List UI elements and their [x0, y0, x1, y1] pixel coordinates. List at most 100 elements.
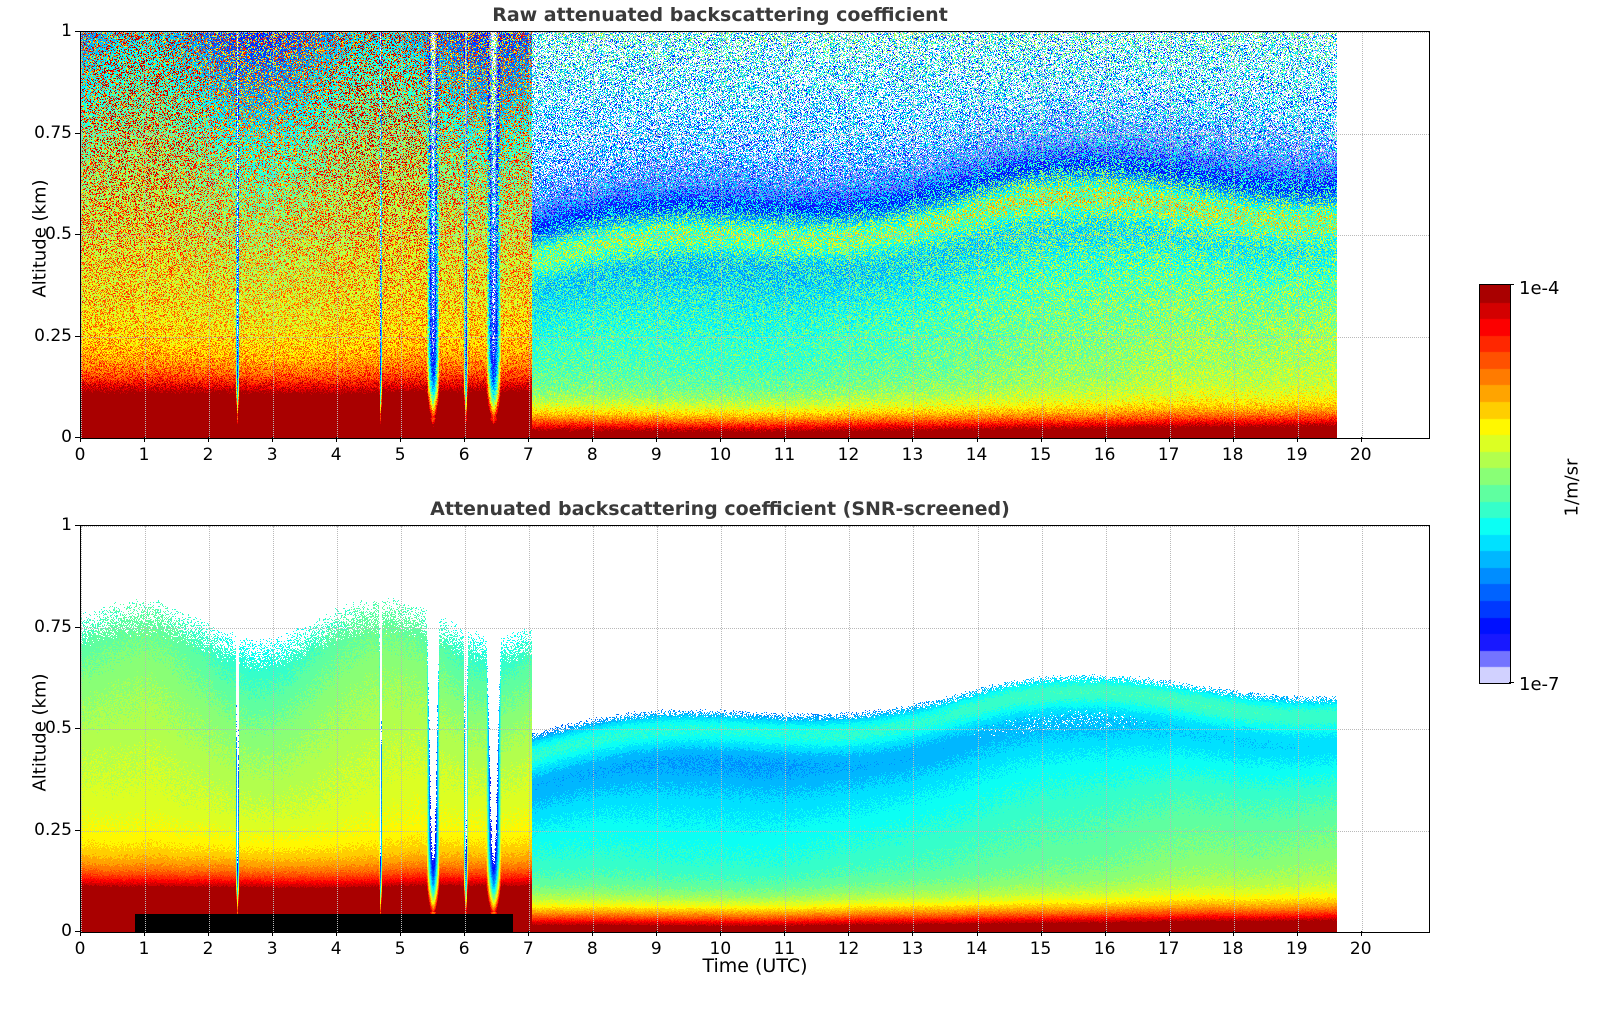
tick-label-x: 5: [394, 445, 406, 465]
tick-label-x: 13: [901, 445, 924, 465]
tick-label-x: 11: [773, 445, 796, 465]
tick-mark-x: [720, 931, 722, 936]
axes-raw[interactable]: [80, 31, 1430, 439]
tick-label-y: 0.25: [34, 819, 72, 840]
tick-mark-x: [720, 437, 722, 442]
tick-mark-x: [976, 437, 978, 442]
panel-screened-backscatter: Attenuated backscattering coefficient (S…: [0, 480, 1440, 1020]
tick-mark-x: [1232, 931, 1234, 936]
tick-mark-x: [1168, 931, 1170, 936]
tick-label-x: 9: [650, 445, 662, 465]
tick-mark-y: [75, 234, 80, 235]
tick-mark-x: [1040, 931, 1042, 936]
tick-label-x: 14: [965, 939, 988, 959]
tick-mark-x: [144, 931, 146, 936]
tick-label-y: 0.75: [34, 122, 72, 143]
tick-label-y: 1: [61, 21, 72, 41]
tick-label-x: 19: [1285, 939, 1308, 959]
tick-label-x: 6: [458, 445, 470, 465]
tick-mark-x: [80, 931, 81, 936]
tick-mark-y: [75, 31, 80, 32]
tick-label-x: 10: [709, 939, 732, 959]
tick-label-x: 0: [74, 445, 86, 465]
tick-mark-x: [208, 931, 210, 936]
axes-screened[interactable]: [80, 525, 1430, 933]
panel-screened-title: Attenuated backscattering coefficient (S…: [430, 498, 1010, 520]
tick-label-y: 0.5: [44, 224, 72, 244]
colorbar-tick-max: [1509, 284, 1514, 285]
tick-label-y: 0.5: [44, 718, 72, 738]
tick-label-y: 0: [61, 427, 72, 447]
tick-mark-y: [75, 335, 80, 337]
tick-mark-x: [848, 931, 850, 936]
tick-label-x: 12: [837, 939, 860, 959]
tick-mark-x: [1104, 437, 1106, 442]
tick-label-x: 16: [1093, 939, 1116, 959]
tick-mark-x: [592, 931, 594, 936]
tick-mark-x: [1232, 437, 1234, 442]
tick-label-x: 8: [586, 445, 598, 465]
tick-mark-x: [848, 437, 850, 442]
tick-label-x: 1: [138, 445, 150, 465]
gridline-horizontal: [81, 932, 1429, 933]
tick-label-x: 18: [1221, 445, 1244, 465]
tick-mark-x: [912, 437, 914, 442]
tick-mark-x: [656, 931, 658, 936]
tick-label-x: 13: [901, 939, 924, 959]
panel-raw-title: Raw attenuated backscattering coefficien…: [492, 4, 948, 26]
tick-mark-x: [80, 437, 81, 442]
tick-label-x: 18: [1221, 939, 1244, 959]
tick-mark-x: [336, 437, 338, 442]
tick-label-x: 11: [773, 939, 796, 959]
tick-mark-x: [1296, 437, 1298, 442]
tick-label-x: 7: [522, 939, 534, 959]
tick-mark-x: [784, 931, 786, 936]
tick-mark-y: [75, 525, 80, 526]
tick-mark-x: [464, 931, 466, 936]
colorbar-title: 1/m/sr: [1561, 458, 1583, 517]
tick-label-x: 20: [1349, 445, 1372, 465]
tick-label-x: 3: [266, 445, 278, 465]
tick-label-x: 3: [266, 939, 278, 959]
tick-label-x: 1: [138, 939, 150, 959]
tick-label-y: 0.75: [34, 616, 72, 637]
tick-label-x: 4: [330, 445, 342, 465]
tick-label-y: 1: [61, 515, 72, 535]
tick-label-x: 2: [202, 939, 214, 959]
tick-mark-x: [1360, 437, 1362, 442]
tick-label-y: 0: [61, 921, 72, 941]
gridline-horizontal: [81, 438, 1429, 439]
tick-mark-x: [1168, 437, 1170, 442]
colorbar-min-label: 1e-7: [1519, 674, 1560, 695]
backscatter-image: [81, 526, 1429, 932]
tick-mark-x: [912, 931, 914, 936]
tick-label-x: 14: [965, 445, 988, 465]
tick-mark-x: [336, 931, 338, 936]
tick-mark-y: [75, 626, 80, 628]
colorbar-gradient[interactable]: [1479, 284, 1511, 684]
tick-mark-y: [75, 132, 80, 134]
tick-label-x: 6: [458, 939, 470, 959]
tick-mark-x: [464, 437, 466, 442]
tick-mark-x: [144, 437, 146, 442]
tick-label-x: 12: [837, 445, 860, 465]
tick-label-x: 8: [586, 939, 598, 959]
tick-mark-x: [656, 437, 658, 442]
tick-label-x: 15: [1029, 939, 1052, 959]
tick-mark-x: [400, 931, 402, 936]
tick-label-x: 20: [1349, 939, 1372, 959]
tick-label-x: 17: [1157, 445, 1180, 465]
tick-label-x: 0: [74, 939, 86, 959]
tick-label-x: 4: [330, 939, 342, 959]
tick-label-x: 5: [394, 939, 406, 959]
tick-label-x: 17: [1157, 939, 1180, 959]
tick-mark-x: [592, 437, 594, 442]
tick-mark-y: [75, 437, 80, 438]
tick-label-x: 15: [1029, 445, 1052, 465]
axis-label-x-time: Time (UTC): [702, 955, 808, 977]
tick-mark-x: [976, 931, 978, 936]
tick-label-x: 16: [1093, 445, 1116, 465]
tick-label-x: 19: [1285, 445, 1308, 465]
colorbar-tick-min: [1509, 682, 1514, 683]
tick-mark-x: [272, 437, 274, 442]
